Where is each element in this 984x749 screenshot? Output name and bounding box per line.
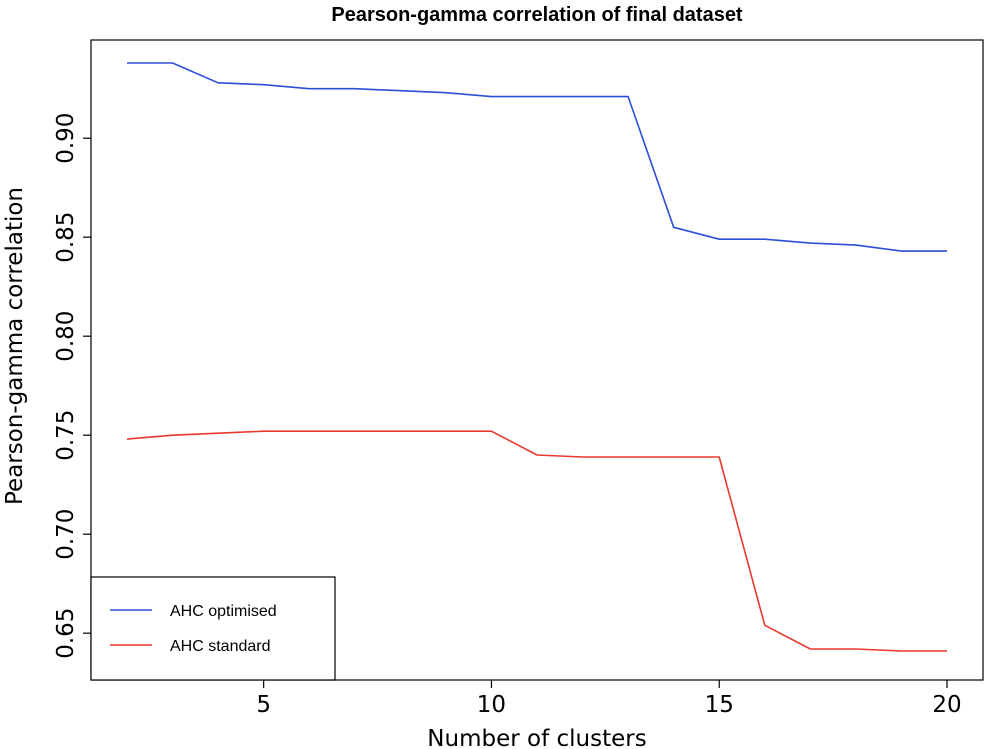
chart-title: Pearson-gamma correlation of final datas… — [331, 4, 743, 26]
y-tick-label: 0.65 — [53, 608, 79, 659]
x-tick-label: 20 — [932, 692, 961, 718]
y-tick-label: 0.85 — [53, 212, 79, 263]
y-axis-label: Pearson-gamma correlation — [2, 187, 28, 505]
legend-box — [90, 576, 336, 681]
x-tick-label: 10 — [477, 692, 506, 718]
axis-ticks: 5 10 15 20 0.65 0.70 0.75 0.80 0.85 0.90 — [53, 113, 962, 718]
y-tick-label: 0.70 — [53, 509, 79, 560]
y-tick-label: 0.90 — [53, 113, 79, 164]
legend: AHC optimised AHC standard — [90, 576, 336, 681]
y-tick-label: 0.80 — [53, 311, 79, 362]
legend-label-ahc-optimised: AHC optimised — [170, 603, 277, 620]
x-axis-label: Number of clusters — [427, 726, 646, 749]
y-tick-label: 0.75 — [53, 410, 79, 461]
x-tick-label: 15 — [705, 692, 734, 718]
plot-frame — [90, 39, 984, 681]
series-line-ahc-standard — [126, 430, 947, 652]
series-line-ahc-optimised — [127, 62, 947, 252]
x-tick-label: 5 — [256, 692, 271, 718]
legend-label-ahc-standard: AHC standard — [170, 638, 271, 655]
plot-series — [126, 62, 947, 652]
